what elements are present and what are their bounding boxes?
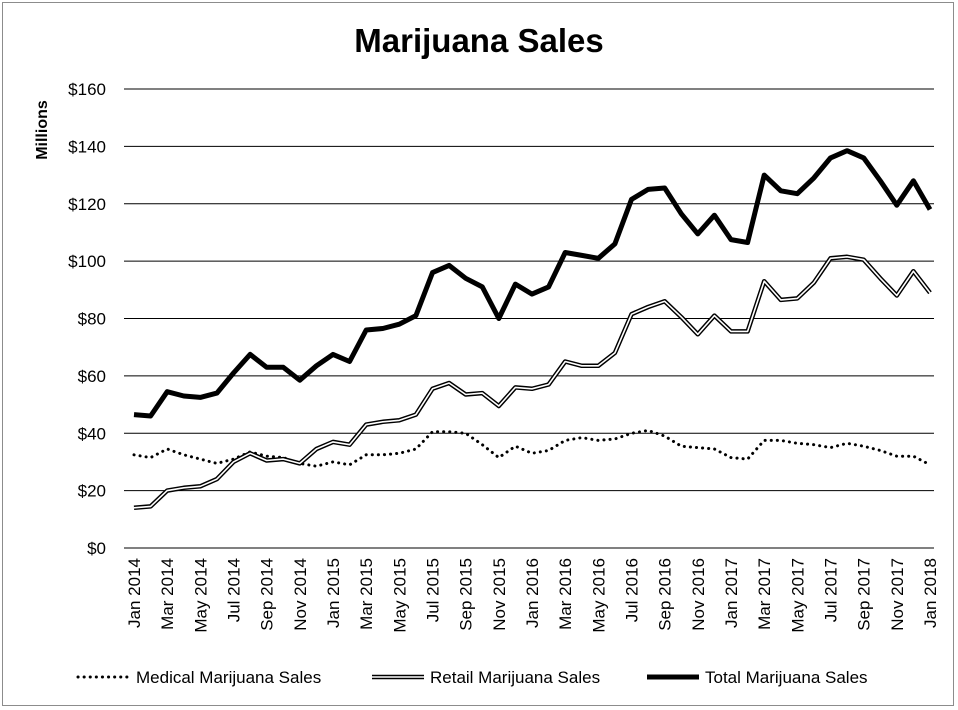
x-tick-label: Mar 2014: [158, 558, 177, 630]
x-axis-ticks: Jan 2014 Mar 2014 May 2014 Jul 2014 Sep 2014…: [125, 558, 940, 633]
x-tick-label: Jul 2014: [225, 558, 244, 622]
x-tick-label: Mar 2015: [357, 558, 376, 630]
x-tick-label: Sep 2014: [258, 558, 277, 631]
gridlines: [124, 88, 934, 549]
x-tick-label: May 2014: [191, 558, 210, 633]
legend-label: Retail Marijuana Sales: [430, 668, 600, 687]
x-tick-label: Sep 2017: [855, 558, 874, 631]
x-tick-label: Jan 2014: [125, 558, 144, 628]
x-tick-label: Jan 2015: [324, 558, 343, 628]
legend-item: Retail Marijuana Sales: [372, 668, 600, 687]
x-tick-label: Nov 2014: [291, 558, 310, 631]
x-tick-label: Jul 2017: [822, 558, 841, 622]
legend: Medical Marijuana Sales Retail Marijuana …: [76, 668, 868, 687]
x-tick-label: Jul 2016: [623, 558, 642, 622]
series-retail-marijuana-sales: [133, 254, 932, 511]
series-line: [133, 148, 933, 419]
x-tick-label: May 2017: [788, 558, 807, 633]
y-tick-label: $40: [78, 424, 106, 443]
x-tick-label: Jan 2016: [523, 558, 542, 628]
y-axis-label: Millions: [34, 100, 51, 160]
x-tick-label: Jul 2015: [424, 558, 443, 622]
x-tick-label: Sep 2015: [457, 558, 476, 631]
x-tick-label: Nov 2016: [689, 558, 708, 631]
x-tick-label: May 2015: [390, 558, 409, 633]
series-line: [132, 428, 932, 468]
x-tick-label: Nov 2015: [490, 558, 509, 631]
y-axis-ticks: $0 $20 $40 $60 $80 $100 $120 $140 $160: [68, 80, 106, 558]
legend-label: Total Marijuana Sales: [705, 668, 868, 687]
legend-item: Medical Marijuana Sales: [76, 668, 321, 687]
x-tick-label: Jan 2017: [722, 558, 741, 628]
y-tick-label: $80: [78, 310, 106, 329]
series-medical-marijuana-sales: [132, 428, 932, 468]
y-tick-label: $20: [78, 482, 106, 501]
x-tick-label: Mar 2016: [556, 558, 575, 630]
series-lines: [132, 148, 933, 511]
x-tick-label: Nov 2017: [888, 558, 907, 631]
legend-label: Medical Marijuana Sales: [136, 668, 321, 687]
legend-item: Total Marijuana Sales: [647, 668, 868, 687]
y-tick-label: $0: [87, 539, 106, 558]
x-tick-label: Mar 2017: [755, 558, 774, 630]
y-tick-label: $160: [68, 80, 106, 99]
y-tick-label: $140: [68, 137, 106, 156]
x-tick-label: Sep 2016: [656, 558, 675, 631]
y-tick-label: $120: [68, 195, 106, 214]
chart-title: Marijuana Sales: [354, 22, 603, 59]
series-total-marijuana-sales: [133, 148, 933, 419]
y-tick-label: $60: [78, 367, 106, 386]
x-tick-label: Jan 2018: [921, 558, 940, 628]
series-line-inner: [133, 255, 931, 509]
x-tick-label: May 2016: [589, 558, 608, 633]
y-tick-label: $100: [68, 252, 106, 271]
